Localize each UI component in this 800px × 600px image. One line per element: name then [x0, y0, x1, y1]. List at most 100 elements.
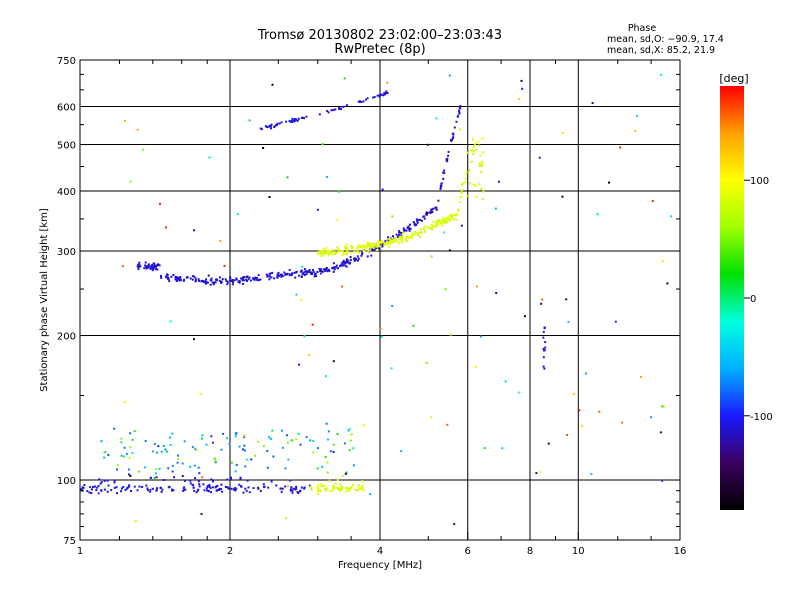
- data-point: [286, 176, 289, 179]
- data-point: [152, 265, 155, 267]
- data-point: [295, 437, 298, 440]
- data-point: [410, 236, 413, 239]
- data-point: [375, 242, 378, 245]
- data-point: [650, 416, 652, 419]
- data-point: [289, 120, 292, 123]
- data-point: [345, 104, 348, 107]
- data-point: [151, 450, 154, 453]
- data-point: [340, 485, 343, 488]
- data-point: [416, 231, 419, 234]
- data-point: [370, 254, 373, 257]
- data-point: [436, 219, 439, 222]
- data-point: [226, 478, 229, 481]
- data-point: [215, 489, 218, 492]
- data-point: [266, 449, 269, 452]
- data-point: [460, 189, 463, 192]
- data-point: [262, 147, 265, 149]
- data-point: [80, 488, 83, 491]
- data-point: [236, 213, 239, 216]
- data-point: [139, 265, 142, 268]
- data-point: [293, 271, 296, 274]
- data-point: [283, 271, 286, 274]
- data-point: [439, 186, 442, 189]
- data-point: [330, 251, 333, 254]
- data-point: [243, 436, 246, 439]
- data-point: [391, 215, 394, 218]
- data-point: [435, 117, 438, 120]
- data-point: [406, 240, 408, 243]
- data-point: [309, 271, 312, 274]
- data-point: [106, 479, 109, 482]
- data-point: [296, 119, 299, 122]
- data-point: [220, 281, 223, 283]
- data-point: [160, 490, 163, 493]
- chart-subtitle: RwPretec (8p): [334, 42, 425, 57]
- data-point: [480, 171, 483, 174]
- data-point: [542, 347, 545, 350]
- data-point: [205, 487, 208, 490]
- data-point: [224, 278, 227, 281]
- data-point: [361, 480, 364, 482]
- data-point: [321, 143, 324, 145]
- data-point: [303, 268, 306, 271]
- data-point: [258, 279, 260, 281]
- data-point: [290, 274, 293, 276]
- data-point: [243, 444, 246, 447]
- data-point: [371, 249, 374, 252]
- data-point: [120, 437, 123, 440]
- data-point: [319, 490, 322, 492]
- data-point: [136, 489, 139, 492]
- data-point: [291, 121, 293, 123]
- data-point: [358, 245, 361, 248]
- data-point: [318, 113, 321, 116]
- data-point: [271, 271, 274, 274]
- data-point: [442, 177, 445, 180]
- data-point: [417, 219, 420, 221]
- data-point: [275, 484, 278, 487]
- data-point: [454, 214, 457, 217]
- data-point: [435, 221, 438, 224]
- data-point: [174, 277, 177, 280]
- data-point: [106, 490, 109, 493]
- data-point: [313, 275, 316, 278]
- data-point: [425, 361, 428, 364]
- data-point: [448, 74, 451, 77]
- data-point: [326, 110, 329, 112]
- data-point: [359, 245, 362, 248]
- data-point: [352, 447, 355, 450]
- data-point: [345, 265, 348, 268]
- data-point: [540, 302, 543, 305]
- data-point: [238, 445, 241, 448]
- data-point: [472, 138, 474, 141]
- data-point: [362, 100, 365, 103]
- data-point: [305, 115, 308, 118]
- data-point: [128, 456, 131, 459]
- data-point: [339, 265, 342, 268]
- data-point: [280, 490, 283, 493]
- data-point: [287, 485, 289, 488]
- data-point: [259, 278, 262, 281]
- data-point: [232, 281, 234, 284]
- data-point: [350, 246, 353, 249]
- data-point: [171, 488, 174, 491]
- data-point: [458, 112, 461, 115]
- data-point: [171, 470, 174, 473]
- data-point: [543, 326, 546, 329]
- data-point: [334, 252, 337, 255]
- data-point: [122, 486, 125, 488]
- data-point: [250, 458, 253, 461]
- data-point: [194, 448, 197, 451]
- data-point: [349, 258, 352, 261]
- data-point: [387, 236, 389, 239]
- data-point: [440, 182, 443, 185]
- data-point: [211, 281, 214, 284]
- data-point: [621, 421, 624, 424]
- data-point: [295, 118, 298, 121]
- data-point: [320, 268, 323, 271]
- data-point: [231, 283, 234, 286]
- data-point: [271, 83, 274, 86]
- data-point: [103, 456, 106, 459]
- data-point: [268, 196, 271, 198]
- data-point: [442, 217, 445, 220]
- data-point: [304, 270, 307, 273]
